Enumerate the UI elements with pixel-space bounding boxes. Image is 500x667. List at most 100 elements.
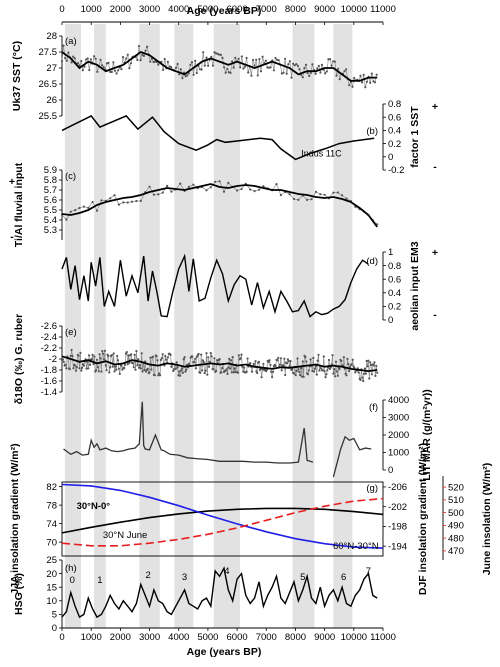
d18o-raw-point: [176, 366, 179, 369]
d18o-raw-point: [81, 366, 84, 369]
d18o-raw-point: [148, 371, 151, 374]
d18o-raw-point: [184, 370, 187, 373]
tial-raw-point: [297, 198, 300, 201]
june-tick-label: 470: [448, 546, 464, 557]
em3-line: [61, 253, 369, 318]
sst-raw-point: [365, 80, 368, 83]
x-tick-label-top: 8000: [285, 4, 306, 15]
sst-raw-point: [126, 53, 129, 56]
sst-raw-point: [338, 78, 341, 81]
d18o-raw-point: [323, 370, 326, 373]
panel-letter: (a): [65, 36, 77, 47]
x-tick-label-bottom: 2000: [110, 632, 131, 643]
d18o-raw-point: [87, 367, 90, 370]
y-tick-label: 0.2: [388, 302, 401, 313]
d18o-raw-point: [80, 369, 83, 372]
d18o-raw-point: [180, 367, 183, 370]
tial-raw-point: [78, 206, 81, 210]
sst-raw-point: [94, 57, 97, 60]
factor1-line: [61, 114, 375, 161]
d18o-raw-point: [200, 353, 203, 356]
d18o-raw-point: [213, 357, 216, 360]
y-tick-label: -206: [388, 482, 407, 493]
sst-raw-point: [293, 64, 296, 67]
d18o-raw-point: [369, 361, 372, 364]
d18o-raw-point: [135, 350, 138, 353]
d18o-raw-point: [313, 367, 317, 370]
tial-raw-point: [209, 186, 212, 189]
sst-raw-point: [205, 56, 208, 59]
d18o-raw-point: [346, 357, 349, 360]
d18o-raw-point: [249, 362, 252, 365]
tial-raw-point: [74, 209, 77, 212]
y-tick-label: 0: [388, 465, 393, 476]
tial-raw-point: [109, 197, 112, 200]
d18o-raw-point: [362, 379, 365, 383]
d18o-raw-point: [268, 359, 271, 362]
d18o-raw-point: [114, 365, 117, 368]
tial-raw-point: [341, 194, 344, 197]
sign-minus: -: [433, 309, 437, 321]
d18o-raw-point: [113, 370, 116, 373]
d18o-raw-point: [202, 361, 205, 364]
d18o-raw-point: [357, 371, 360, 374]
sst-raw-point: [67, 51, 70, 54]
y-tick-label: 0: [388, 152, 393, 163]
tial-raw-point: [323, 193, 326, 196]
d18o-raw-point: [239, 357, 242, 360]
d18o-raw-point: [100, 370, 103, 373]
d18o-raw-point: [182, 358, 185, 361]
d18o-raw-point: [237, 354, 240, 357]
d18o-raw-point: [181, 371, 184, 374]
event-label: 1: [97, 575, 102, 586]
x-tick-label-bottom: 0: [59, 632, 64, 643]
d18o-raw-point: [141, 370, 144, 373]
d18o-raw-point: [159, 374, 162, 377]
y-tick-label: 0: [52, 623, 57, 634]
tial-raw-point: [332, 191, 335, 194]
d18o-raw-point: [98, 353, 101, 356]
y-tick-label: 5.3: [44, 225, 57, 236]
d18o-raw-point: [284, 373, 287, 377]
sst-raw-point: [102, 66, 105, 69]
d18o-raw-point: [144, 360, 147, 363]
y-tick-label: 70: [46, 537, 57, 548]
tial-raw-point: [227, 181, 230, 184]
d18o-raw-point: [369, 363, 373, 367]
x-tick-label-top: 3000: [139, 4, 160, 15]
y-tick-label: 2000: [388, 430, 409, 441]
sst-raw-point: [251, 58, 255, 62]
sst-raw-point: [359, 74, 362, 77]
d18o-raw-point: [205, 352, 208, 355]
tial-raw-point: [95, 209, 99, 212]
d18o-raw-point: [166, 356, 169, 359]
d18o-raw-point: [116, 354, 119, 358]
d18o-raw-point: [250, 370, 254, 373]
d18o-raw-point: [102, 358, 106, 361]
d18o-raw-point: [246, 357, 249, 360]
d18o-raw-point: [302, 375, 305, 378]
sst-raw-point: [203, 64, 206, 67]
d18o-raw-point: [102, 352, 105, 355]
sst-raw-point: [348, 84, 351, 87]
y-tick-label: -0.2: [388, 165, 404, 176]
d18o-raw-point: [254, 360, 257, 363]
sst-raw-point: [285, 72, 288, 75]
d18o-raw-point: [72, 367, 75, 370]
d18o-raw-point: [131, 362, 134, 365]
sst-raw-point: [343, 70, 346, 73]
d18o-raw-point: [133, 353, 136, 356]
d18o-raw-point: [362, 372, 366, 375]
d18o-raw-point: [327, 358, 331, 362]
event-label: 3: [182, 572, 187, 583]
sst-raw-point: [189, 63, 192, 66]
d18o-raw-point: [74, 364, 77, 367]
tial-raw-point: [249, 188, 252, 191]
d18o-raw-point: [206, 373, 209, 376]
d18o-raw-point: [334, 375, 337, 378]
d18o-raw-point: [336, 374, 339, 377]
d18o-raw-point: [299, 367, 303, 370]
y-tick-label: 27.5: [39, 47, 58, 58]
sst-raw-point: [319, 71, 322, 74]
sst-raw-point: [311, 63, 314, 66]
